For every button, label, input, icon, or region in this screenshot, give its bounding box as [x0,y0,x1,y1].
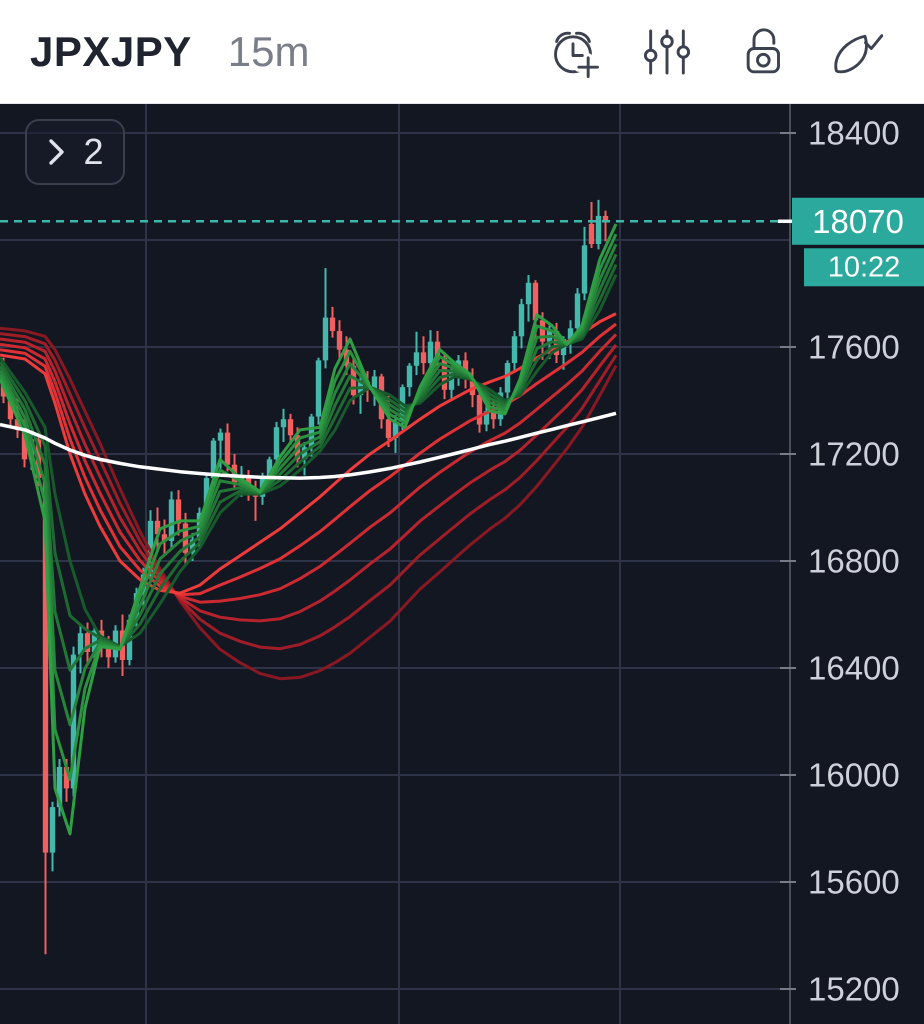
add-alert-button[interactable] [526,14,620,90]
price-chart[interactable]: 18400 17600 17200 16800 16400 16000 15600 15200… [0,104,924,1024]
gmma-green-lines [0,223,618,836]
current-price-badge: 18070 [778,197,924,245]
chevron-right-icon [46,136,68,168]
white-ma-line [0,411,617,480]
sliders-icon [643,29,691,74]
price-axis[interactable]: 18400 17600 17200 16800 16400 16000 15600 15200 [780,104,900,1024]
header-toolbar [526,14,902,90]
price-axis-label: 16400 [808,650,900,687]
last-price-text: 18070 [812,203,904,240]
price-axis-label: 15200 [808,971,900,1008]
price-axis-label: 16000 [808,757,900,794]
price-axis-label: 16800 [808,543,900,580]
gmma-red-lines [0,312,618,681]
price-axis-label: 17200 [808,436,900,473]
indicator-count: 2 [83,131,104,172]
price-axis-label: 18400 [808,115,900,152]
indicators-collapse-button[interactable]: 2 [25,119,125,185]
chart-header: JPXJPY 15m [0,0,924,104]
grid [0,104,790,1024]
brush-check-icon [834,33,883,73]
price-axis-label: 15600 [808,864,900,901]
price-axis-label: 17600 [808,329,900,366]
countdown-text: 10:22 [828,251,901,283]
interval-selector[interactable]: 15m [227,27,310,75]
drawing-tools-button[interactable] [808,14,902,90]
alarm-plus-icon [554,31,601,80]
countdown-badge: 10:22 [804,248,924,287]
symbol-title[interactable]: JPXJPY [30,27,192,75]
unlocked-padlock-icon [746,27,780,73]
lock-drawings-button[interactable] [714,14,808,90]
chart-area[interactable]: 18400 17600 17200 16800 16400 16000 15600 15200… [0,104,924,1024]
indicator-settings-button[interactable] [620,14,714,90]
